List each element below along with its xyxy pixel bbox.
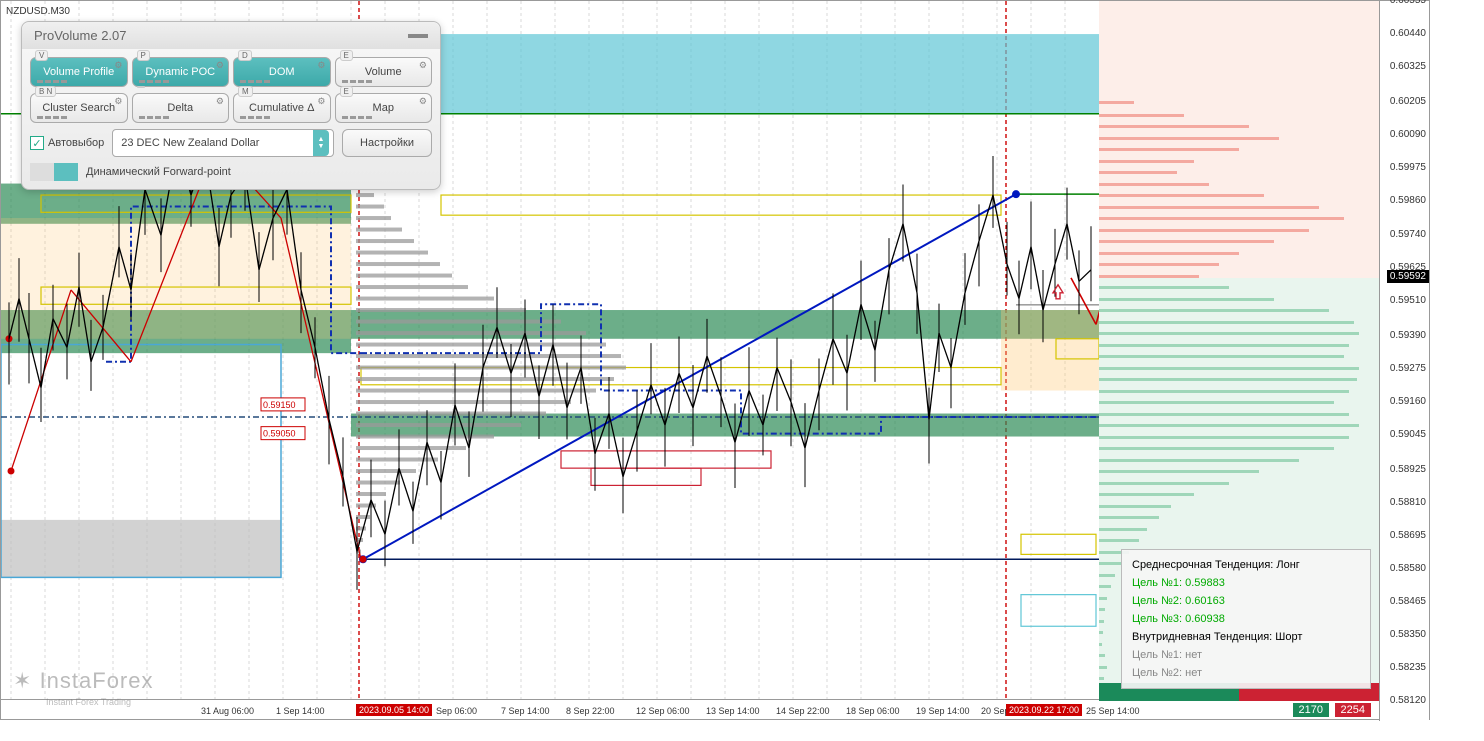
volume-button[interactable]: E⚙Volume: [335, 57, 433, 87]
y-tick: 0.60325: [1390, 61, 1426, 72]
y-tick: 0.58120: [1390, 695, 1426, 706]
volume-profile-button[interactable]: V⚙Volume Profile: [30, 57, 128, 87]
count-red: 2254: [1335, 703, 1371, 717]
x-tick: 13 Sep 14:00: [706, 706, 760, 716]
contract-select[interactable]: 23 DEC New Zealand Dollar ▲▼: [112, 129, 334, 157]
button-row-1: V⚙Volume ProfileP⚙Dynamic POCD⚙DOME⚙Volu…: [30, 57, 432, 87]
x-tick: Sep 06:00: [436, 706, 477, 716]
y-tick: 0.59160: [1390, 396, 1426, 407]
x-tick: 25 Sep 14:00: [1086, 706, 1140, 716]
cumulative-δ-button[interactable]: M⚙Cumulative Δ: [233, 93, 331, 123]
y-tick: 0.59740: [1390, 229, 1426, 240]
y-tick: 0.59275: [1390, 363, 1426, 374]
y-tick: 0.58235: [1390, 662, 1426, 673]
gear-icon[interactable]: ⚙: [419, 60, 427, 71]
y-axis: 0.60555 0.60440 0.60325 0.60205 0.60090 0.599…: [1379, 1, 1429, 721]
y-tick: 0.58810: [1390, 497, 1426, 508]
dynamic-poc-button[interactable]: P⚙Dynamic POC: [132, 57, 230, 87]
y-tick: 0.58925: [1390, 464, 1426, 475]
forward-point-row: Динамический Forward-point: [30, 163, 432, 181]
gear-icon[interactable]: ⚙: [317, 60, 325, 71]
panel-body: V⚙Volume ProfileP⚙Dynamic POCD⚙DOME⚙Volu…: [22, 49, 440, 189]
y-tick: 0.58465: [1390, 596, 1426, 607]
y-tick: 0.59390: [1390, 330, 1426, 341]
gear-icon[interactable]: ⚙: [317, 96, 325, 107]
autoselect-checkbox[interactable]: ✓ Автовыбор: [30, 136, 104, 150]
panel-title-text: ProVolume 2.07: [34, 28, 127, 43]
y-tick: 0.59045: [1390, 429, 1426, 440]
svg-text:0.59150: 0.59150: [263, 400, 296, 410]
current-price-label: 0.59592: [1387, 270, 1429, 283]
x-tick: 19 Sep 14:00: [916, 706, 970, 716]
minimize-icon[interactable]: [408, 34, 428, 38]
contract-row: ✓ Автовыбор 23 DEC New Zealand Dollar ▲▼…: [30, 129, 432, 157]
map-button[interactable]: E⚙Map: [335, 93, 433, 123]
instaforex-logo: ✶ InstaForex: [13, 668, 154, 694]
x-axis: 31 Aug 06:00 1 Sep 14:00 2023.09.05 14:00 S…: [1, 699, 1101, 719]
x-tick: 14 Sep 22:00: [776, 706, 830, 716]
check-icon: ✓: [30, 136, 44, 150]
panel-titlebar[interactable]: ProVolume 2.07: [22, 22, 440, 49]
spinner-arrows-icon[interactable]: ▲▼: [313, 130, 329, 156]
y-tick: 0.58695: [1390, 530, 1426, 541]
x-tick: 7 Sep 14:00: [501, 706, 550, 716]
button-row-2: B N⚙Cluster Search⚙DeltaM⚙Cumulative ΔE⚙…: [30, 93, 432, 123]
trend-info-box: Среднесрочная Тенденция: Лонг Цель №1: 0…: [1121, 549, 1371, 689]
x-tick: 8 Sep 22:00: [566, 706, 615, 716]
y-tick: 0.59975: [1390, 162, 1426, 173]
x-tick: 2023.09.22 17:00: [1006, 704, 1082, 716]
gear-icon[interactable]: ⚙: [114, 96, 122, 107]
y-tick: 0.59510: [1390, 295, 1426, 306]
x-tick: 18 Sep 06:00: [846, 706, 900, 716]
gear-icon[interactable]: ⚙: [114, 60, 122, 71]
x-tick: 12 Sep 06:00: [636, 706, 690, 716]
gear-icon[interactable]: ⚙: [216, 60, 224, 71]
svg-text:0.59050: 0.59050: [263, 429, 296, 439]
forward-toggle[interactable]: [30, 163, 78, 181]
target-2: Цель №2: 0.60163: [1132, 592, 1360, 610]
y-tick: 0.60205: [1390, 96, 1426, 107]
instaforex-tagline: Instant Forex Trading: [46, 697, 131, 707]
count-green: 2170: [1293, 703, 1329, 717]
y-tick: 0.60555: [1390, 0, 1426, 6]
y-tick: 0.59860: [1390, 195, 1426, 206]
intraday-trend: Внутридневная Тенденция: Шорт: [1132, 628, 1360, 646]
gear-icon[interactable]: ⚙: [419, 96, 427, 107]
target-3: Цель №3: 0.60938: [1132, 610, 1360, 628]
intraday-target-2: Цель №2: нет: [1132, 664, 1360, 682]
chart-container: NZDUSD.M30 0.601630.598830.594980.591080…: [0, 0, 1430, 720]
y-tick: 0.58580: [1390, 563, 1426, 574]
x-tick: 1 Sep 14:00: [276, 706, 325, 716]
gear-icon[interactable]: ⚙: [216, 96, 224, 107]
y-tick: 0.60440: [1390, 28, 1426, 39]
x-tick: 2023.09.05 14:00: [356, 704, 432, 716]
x-tick: 31 Aug 06:00: [201, 706, 254, 716]
midterm-trend: Среднесрочная Тенденция: Лонг: [1132, 556, 1360, 574]
provolume-panel[interactable]: ProVolume 2.07 V⚙Volume ProfileP⚙Dynamic…: [21, 21, 441, 190]
delta-button[interactable]: ⚙Delta: [132, 93, 230, 123]
settings-button[interactable]: Настройки: [342, 129, 432, 157]
y-tick: 0.60090: [1390, 129, 1426, 140]
dom-button[interactable]: D⚙DOM: [233, 57, 331, 87]
cluster-search-button[interactable]: B N⚙Cluster Search: [30, 93, 128, 123]
intraday-target-1: Цель №1: нет: [1132, 646, 1360, 664]
target-1: Цель №1: 0.59883: [1132, 574, 1360, 592]
y-tick: 0.58350: [1390, 629, 1426, 640]
